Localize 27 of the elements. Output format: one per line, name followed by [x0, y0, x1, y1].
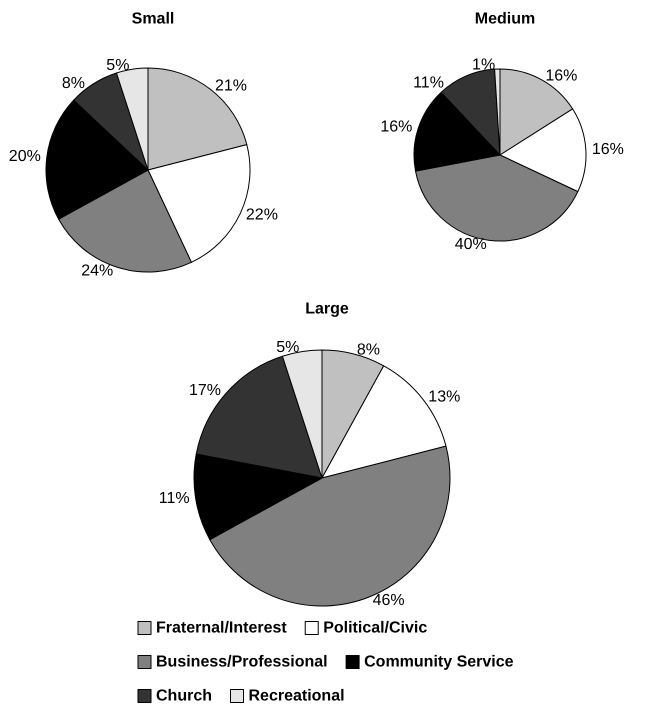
data-label: 40% — [454, 236, 487, 253]
chart-title: Medium — [474, 10, 536, 28]
data-label: 16% — [592, 140, 624, 158]
data-label: 5% — [276, 339, 300, 356]
data-label: 17% — [188, 382, 221, 400]
data-label: 8% — [62, 74, 86, 92]
data-label: 5% — [106, 56, 130, 74]
data-label: 8% — [356, 342, 380, 359]
data-label: 16% — [545, 68, 578, 85]
data-label: 11% — [158, 490, 190, 508]
legend-label: Business/Professional — [156, 654, 328, 670]
data-label: 11% — [413, 74, 444, 92]
legend-label: Fraternal/Interest — [156, 620, 288, 636]
data-label: 13% — [428, 388, 460, 406]
chart-title: Small — [132, 10, 174, 28]
data-label: 24% — [81, 262, 114, 280]
legend-label: Community Service — [364, 654, 514, 670]
data-label: 20% — [8, 148, 41, 166]
legend-label: Political/Civic — [323, 620, 428, 636]
chart-title: Large — [305, 300, 349, 318]
data-label: 16% — [380, 118, 412, 136]
legend-label: Church — [156, 688, 212, 704]
data-label: 21% — [214, 78, 247, 95]
legend-label: Recreational — [248, 688, 345, 704]
data-label: 22% — [246, 206, 278, 224]
data-label: 1% — [472, 56, 496, 74]
data-label: 46% — [372, 592, 405, 610]
